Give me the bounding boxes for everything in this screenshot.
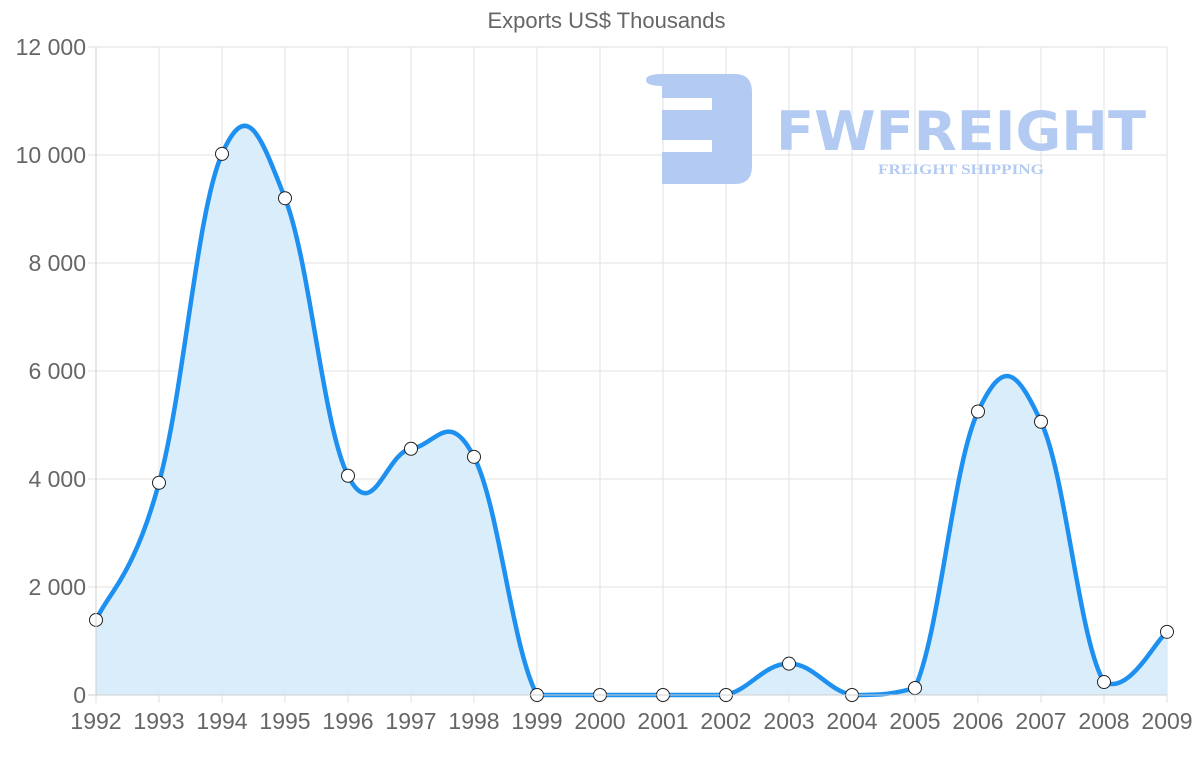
y-axis: 0 2 000 4 000 6 000 8 000 10 000 12 000 [16,34,97,708]
data-point[interactable]: 1997: 4560 [404,441,418,456]
x-tick-label: 2003 [763,708,814,734]
x-tick-label: 2008 [1078,708,1129,734]
data-point[interactable]: 1998: 4410 [467,449,481,464]
x-tick-label: 1993 [133,708,184,734]
x-tick-label: 2006 [952,708,1003,734]
watermark-brand: FWFREIGHT [776,100,1146,163]
y-tick-label: 8 000 [28,250,86,276]
x-axis: 1992 1993 1994 1995 1996 1997 1998 1999 2000 2001… [70,694,1193,734]
data-point[interactable]: 2005: 130 [908,680,922,695]
x-tick-label: 2005 [889,708,940,734]
x-tick-label: 2007 [1015,708,1066,734]
y-tick-label: 4 000 [28,466,86,492]
y-tick-label: 10 000 [16,142,86,168]
x-tick-label: 1994 [196,708,247,734]
x-tick-label: 2009 [1141,708,1192,734]
x-tick-label: 2002 [700,708,751,734]
x-tick-label: 1996 [322,708,373,734]
y-tick-label: 0 [73,682,86,708]
area-fill-path [96,125,1167,696]
chart-title: Exports US$ Thousands [487,8,726,33]
x-tick-label: 1997 [385,708,436,734]
data-points: 1992: 13901993: 39301994: 100201995: 920… [89,146,1174,702]
x-tick-label: 1995 [259,708,310,734]
x-tick-label: 2000 [574,708,625,734]
data-point[interactable]: 2008: 240 [1097,675,1111,690]
data-point[interactable]: 2009: 1170 [1160,624,1174,639]
y-tick-label: 12 000 [16,34,86,60]
area-fill [96,125,1167,696]
logo-mark-icon [646,74,752,184]
x-tick-label: 1998 [448,708,499,734]
data-point[interactable]: 2007: 5060 [1034,414,1048,429]
data-point[interactable]: 1993: 3930 [152,475,166,490]
y-tick-label: 6 000 [28,358,86,384]
watermark-tagline: FREIGHT SHIPPING [878,162,1044,178]
y-tick-label: 2 000 [28,574,86,600]
data-point[interactable]: 2006: 5250 [971,404,985,419]
x-tick-label: 2001 [637,708,688,734]
x-tick-label: 1992 [70,708,121,734]
x-tick-label: 2004 [826,708,877,734]
data-point[interactable]: 2003: 580 [782,656,796,671]
data-point[interactable]: 1996: 4060 [341,468,355,483]
x-tick-label: 1999 [511,708,562,734]
data-point[interactable]: 1994: 10020 [215,146,229,161]
